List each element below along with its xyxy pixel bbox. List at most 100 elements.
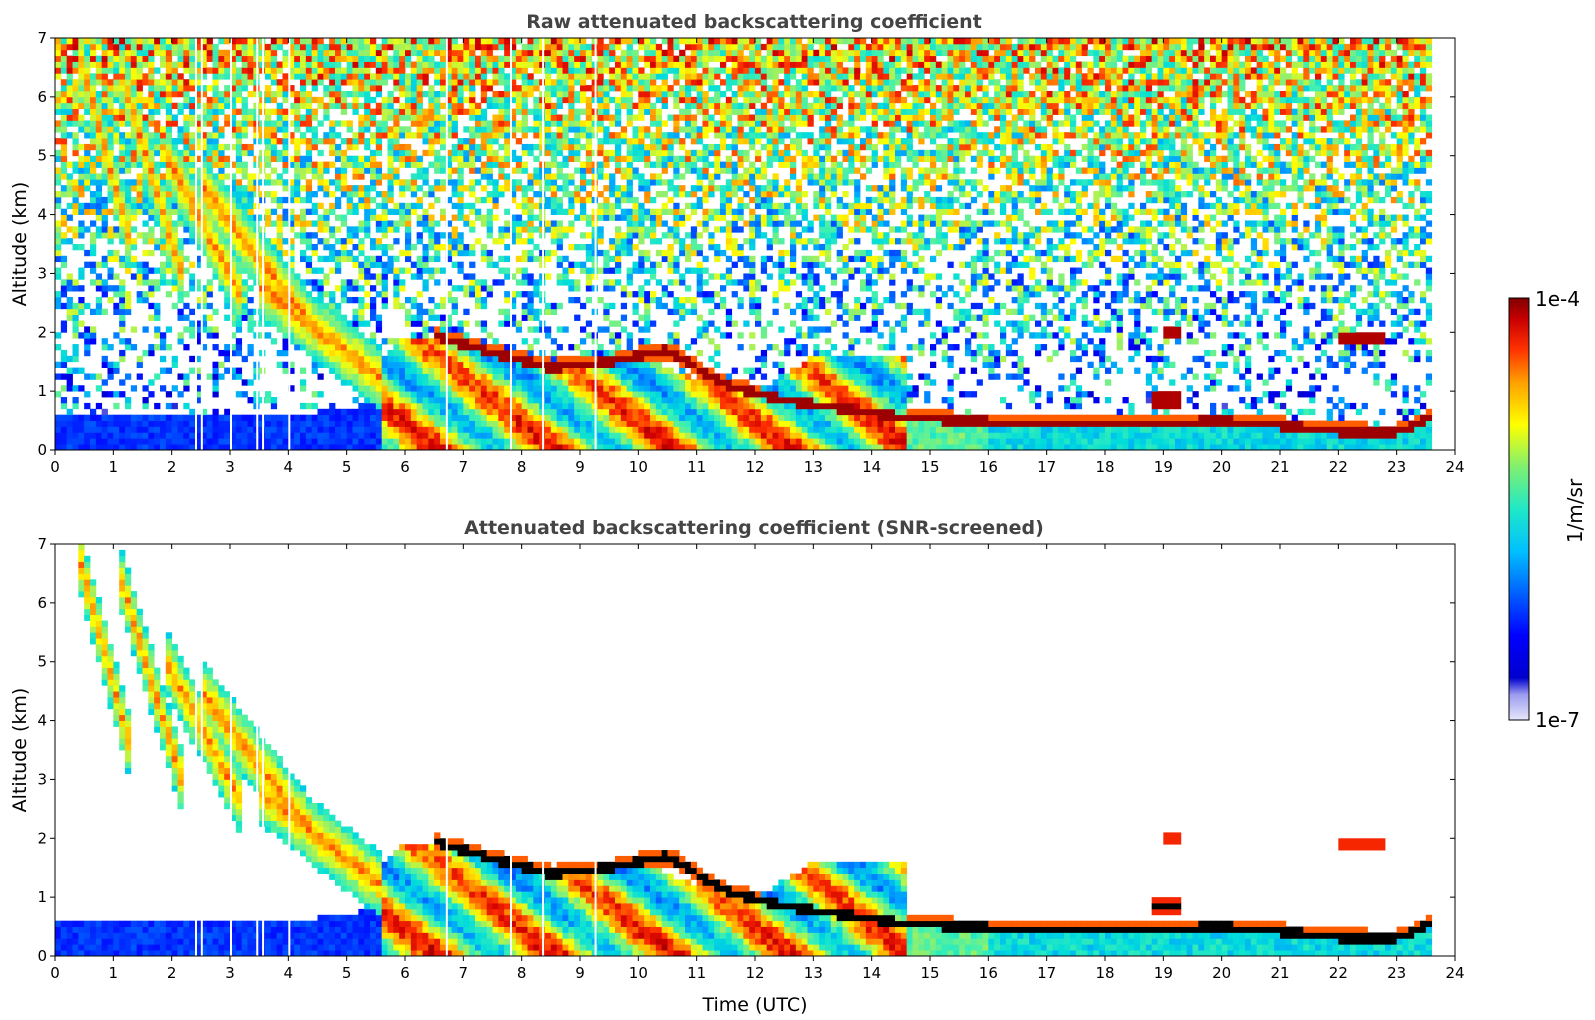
heatmap-cell xyxy=(212,255,219,263)
heatmap-cell xyxy=(405,402,412,410)
heatmap-cell xyxy=(119,55,126,62)
heatmap-cell xyxy=(387,96,394,104)
heatmap-cell xyxy=(329,291,336,298)
heatmap-cell xyxy=(510,90,517,98)
heatmap-cell xyxy=(358,90,365,98)
heatmap-cell xyxy=(195,296,202,304)
heatmap-cell xyxy=(463,244,470,251)
heatmap-cell xyxy=(527,379,534,386)
heatmap-cell xyxy=(154,132,161,139)
heatmap-cell xyxy=(556,426,563,433)
heatmap-cell xyxy=(585,179,593,186)
heatmap-cell xyxy=(457,267,464,274)
heatmap-cell xyxy=(235,85,243,92)
heatmap-cell xyxy=(329,85,336,92)
heatmap-cell xyxy=(230,273,237,280)
heatmap-cell xyxy=(463,397,470,404)
heatmap-cell xyxy=(294,38,301,45)
heatmap-cell xyxy=(358,167,365,174)
heatmap-cell xyxy=(399,185,406,192)
heatmap-cell xyxy=(416,308,423,316)
heatmap-cell xyxy=(200,173,208,180)
heatmap-cell xyxy=(130,67,138,74)
heatmap-cell xyxy=(300,320,307,327)
heatmap-cell xyxy=(329,332,336,339)
heatmap-cell xyxy=(113,420,120,427)
heatmap-cell xyxy=(585,191,593,198)
heatmap-cell xyxy=(434,108,441,115)
heatmap-cell xyxy=(515,55,523,62)
heatmap-cell xyxy=(288,179,295,186)
heatmap-cell xyxy=(615,355,622,363)
heatmap-cell xyxy=(270,261,278,268)
heatmap-cell xyxy=(393,397,400,404)
heatmap-cell xyxy=(183,344,190,351)
heatmap-cell xyxy=(265,96,272,104)
heatmap-cell xyxy=(504,291,511,298)
heatmap-cell xyxy=(480,85,488,92)
heatmap-cell xyxy=(515,349,523,357)
heatmap-cell xyxy=(521,402,528,410)
heatmap-cell xyxy=(562,96,569,104)
heatmap-cell xyxy=(329,267,336,274)
heatmap-cell xyxy=(545,102,552,110)
heatmap-cell xyxy=(445,167,453,174)
heatmap-cell xyxy=(580,244,587,251)
heatmap-cell xyxy=(545,79,552,86)
heatmap-cell xyxy=(305,185,313,192)
heatmap-cell xyxy=(533,120,540,127)
heatmap-cell xyxy=(469,408,476,416)
heatmap-cell xyxy=(218,73,225,80)
heatmap-cell xyxy=(323,279,330,286)
heatmap-cell xyxy=(335,326,342,333)
heatmap-cell xyxy=(288,55,295,62)
heatmap-cell xyxy=(445,61,453,68)
heatmap-cell xyxy=(113,308,120,316)
heatmap-cell xyxy=(416,255,423,263)
heatmap-cell xyxy=(381,43,388,51)
heatmap-cell xyxy=(282,420,289,427)
heatmap-cell xyxy=(346,67,353,74)
heatmap-cell xyxy=(60,385,68,392)
heatmap-cell xyxy=(574,55,581,62)
heatmap-cell xyxy=(119,43,126,51)
heatmap-cell xyxy=(136,43,143,51)
heatmap-cell xyxy=(486,132,493,139)
heatmap-cell xyxy=(154,161,161,168)
heatmap-cell xyxy=(620,238,628,245)
heatmap-cell xyxy=(276,349,283,357)
heatmap-cell xyxy=(498,173,505,180)
heatmap-cell xyxy=(189,102,196,110)
heatmap-cell xyxy=(90,191,97,198)
heatmap-cell xyxy=(66,73,73,80)
heatmap-cell xyxy=(597,90,604,98)
heatmap-cell xyxy=(171,79,178,86)
heatmap-cell xyxy=(294,167,301,174)
heatmap-cell xyxy=(510,438,517,445)
heatmap-cell xyxy=(160,338,167,345)
heatmap-cell xyxy=(119,426,126,433)
heatmap-cell xyxy=(60,108,68,115)
heatmap-cell xyxy=(340,314,348,321)
heatmap-cell xyxy=(265,397,272,404)
heatmap-cell xyxy=(562,179,569,186)
heatmap-cell xyxy=(311,391,318,398)
heatmap-cell xyxy=(241,285,248,292)
heatmap-cell xyxy=(504,138,511,145)
heatmap-cell xyxy=(445,438,453,445)
heatmap-cell xyxy=(171,302,178,310)
heatmap-cell xyxy=(323,361,330,368)
heatmap-cell xyxy=(323,273,330,280)
heatmap-cell xyxy=(580,208,587,215)
heatmap-cell xyxy=(515,291,523,298)
heatmap-cell xyxy=(142,126,149,133)
heatmap-cell xyxy=(545,444,552,451)
heatmap-cell xyxy=(154,426,161,433)
heatmap-cell xyxy=(358,420,365,427)
heatmap-cell xyxy=(305,61,313,68)
heatmap-cell xyxy=(574,391,581,398)
heatmap-cell xyxy=(113,49,120,57)
heatmap-cell xyxy=(300,402,307,410)
heatmap-cell xyxy=(84,96,91,104)
heatmap-cell xyxy=(340,79,348,86)
